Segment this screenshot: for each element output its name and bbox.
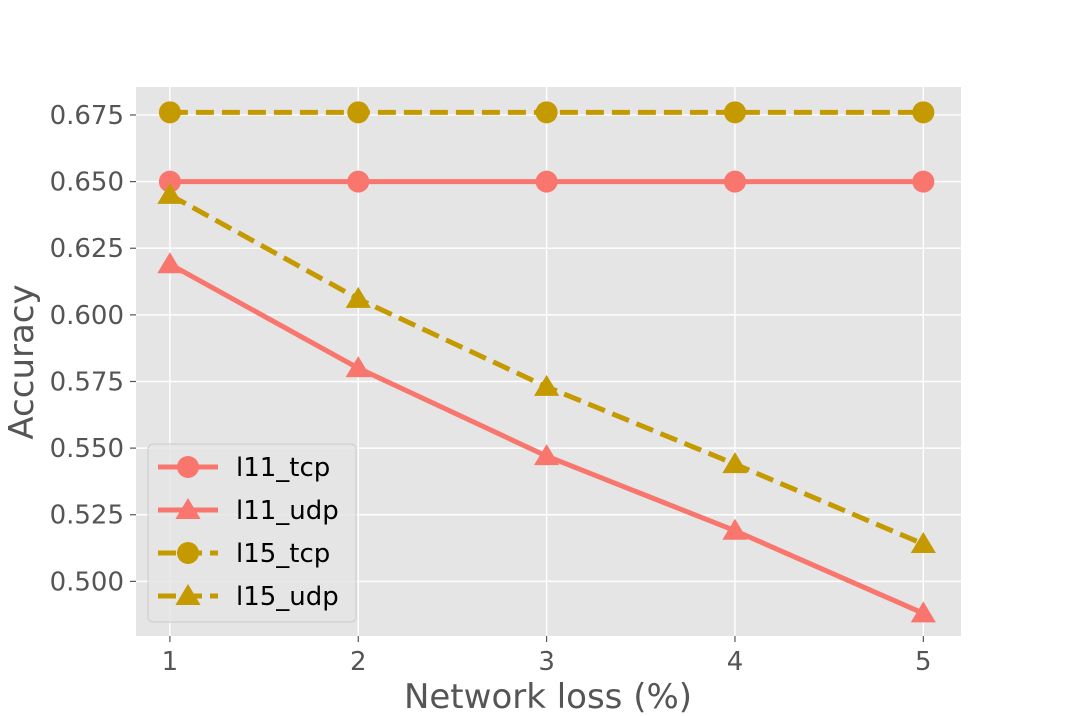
series-layer bbox=[157, 101, 936, 623]
data-point bbox=[345, 286, 371, 308]
data-point bbox=[722, 518, 748, 540]
data-point bbox=[722, 452, 748, 474]
legend-box bbox=[147, 443, 357, 623]
data-point bbox=[910, 601, 936, 623]
legend-marker bbox=[175, 498, 201, 519]
y-tick-label: 0.675 bbox=[50, 101, 124, 131]
data-point bbox=[912, 170, 935, 193]
series-l11_tcp bbox=[158, 170, 935, 193]
data-point bbox=[157, 252, 183, 274]
legend-entry-l15_udp: l15_udp bbox=[158, 582, 339, 612]
x-axis-ticks: 1 2 3 4 5 bbox=[162, 636, 932, 677]
legend-entry-l11_udp: l11_udp bbox=[158, 496, 339, 526]
data-point bbox=[534, 444, 560, 466]
legend-label: l11_udp bbox=[236, 496, 339, 526]
legend-label: l15_udp bbox=[236, 582, 339, 612]
y-tick-label: 0.650 bbox=[50, 168, 124, 198]
x-tick-label: 5 bbox=[915, 647, 932, 677]
series-l11_udp bbox=[157, 252, 936, 623]
data-point bbox=[347, 170, 370, 193]
legend-entry-l11_tcp: l11_tcp bbox=[158, 453, 330, 483]
x-axis-label: Network loss (%) bbox=[404, 677, 692, 716]
x-tick-label: 1 bbox=[162, 647, 179, 677]
data-point bbox=[535, 170, 558, 193]
data-point bbox=[723, 170, 746, 193]
legend-entry-l15_tcp: l15_tcp bbox=[158, 539, 330, 569]
y-axis-ticks: 0.500 0.525 0.550 0.575 0.600 0.625 0.650 0.675 bbox=[50, 101, 136, 597]
data-point bbox=[345, 356, 371, 378]
data-point bbox=[347, 101, 370, 124]
data-point bbox=[535, 101, 558, 124]
y-tick-label: 0.500 bbox=[50, 567, 124, 597]
data-point bbox=[158, 170, 181, 193]
y-tick-label: 0.575 bbox=[50, 367, 124, 397]
data-point bbox=[910, 532, 936, 554]
y-tick-label: 0.550 bbox=[50, 434, 124, 464]
data-point bbox=[912, 101, 935, 124]
y-tick-label: 0.600 bbox=[50, 301, 124, 331]
data-point bbox=[723, 101, 746, 124]
x-tick-label: 2 bbox=[350, 647, 367, 677]
legend-label: l11_tcp bbox=[236, 453, 330, 483]
legend-marker bbox=[177, 542, 199, 564]
legend-marker bbox=[177, 456, 199, 478]
y-axis-label: Accuracy bbox=[2, 284, 42, 439]
legend-label: l15_tcp bbox=[236, 539, 330, 569]
series-l15_udp bbox=[157, 182, 936, 554]
y-tick-label: 0.625 bbox=[50, 234, 124, 264]
data-point bbox=[534, 374, 560, 396]
series-l15_tcp bbox=[158, 101, 935, 124]
legend: l11_tcp l11_udp l15_tcp l15_udp bbox=[147, 443, 357, 623]
y-tick-label: 0.525 bbox=[50, 501, 124, 531]
data-point bbox=[157, 182, 183, 204]
data-point bbox=[158, 101, 181, 124]
x-tick-label: 3 bbox=[538, 647, 555, 677]
x-tick-label: 4 bbox=[727, 647, 744, 677]
legend-marker bbox=[175, 584, 201, 605]
